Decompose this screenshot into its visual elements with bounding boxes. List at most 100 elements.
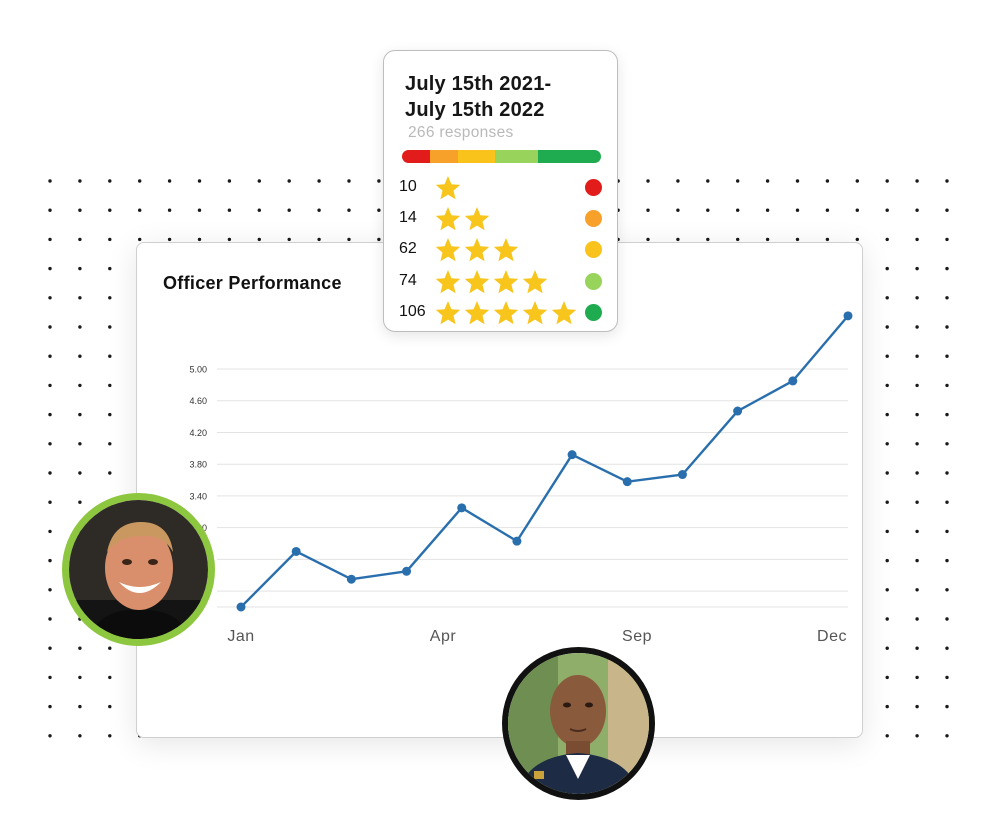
background-dot bbox=[915, 237, 919, 242]
background-dot bbox=[48, 734, 52, 738]
background-dot bbox=[736, 179, 740, 183]
star-icon bbox=[464, 207, 490, 231]
rating-bar-segment bbox=[402, 150, 430, 163]
data-point bbox=[457, 503, 467, 513]
background-dot bbox=[347, 237, 351, 242]
background-dot bbox=[915, 617, 919, 621]
background-dot bbox=[197, 208, 202, 212]
background-dot bbox=[945, 529, 949, 534]
background-dot bbox=[48, 237, 52, 242]
data-point bbox=[788, 376, 798, 386]
background-dot bbox=[915, 675, 919, 680]
rating-bar-segment bbox=[494, 150, 538, 163]
background-dot bbox=[48, 442, 52, 446]
star-icon bbox=[464, 300, 490, 324]
background-dot bbox=[915, 354, 919, 358]
background-dot bbox=[945, 588, 949, 592]
background-dot bbox=[48, 296, 52, 300]
star-icon bbox=[435, 176, 461, 200]
background-dot bbox=[945, 208, 949, 212]
background-dot bbox=[825, 179, 830, 183]
officer-avatar-uniform bbox=[502, 647, 655, 800]
background-dot bbox=[78, 646, 82, 650]
background-dot bbox=[108, 237, 112, 242]
background-dot bbox=[915, 646, 919, 650]
background-dot bbox=[676, 237, 680, 242]
performance-line-chart: 2.202.603.003.403.804.204.605.00JanAprSe… bbox=[189, 311, 853, 645]
background-dot bbox=[78, 266, 82, 271]
data-point bbox=[236, 602, 246, 612]
y-tick-label: 3.80 bbox=[189, 460, 207, 470]
background-dot bbox=[48, 646, 52, 650]
background-dot bbox=[736, 208, 740, 212]
background-dot bbox=[48, 354, 52, 358]
data-point bbox=[402, 566, 412, 576]
background-dot bbox=[795, 237, 800, 242]
background-dot bbox=[197, 179, 202, 183]
background-dot bbox=[48, 179, 52, 183]
background-dot bbox=[885, 325, 889, 329]
background-dot bbox=[108, 734, 112, 738]
data-point bbox=[677, 470, 687, 480]
background-dot bbox=[48, 383, 52, 388]
background-dot bbox=[855, 237, 859, 242]
background-dot bbox=[108, 354, 112, 358]
background-dot bbox=[227, 237, 232, 242]
background-dot bbox=[885, 266, 889, 271]
background-dot bbox=[915, 266, 919, 271]
background-dot bbox=[48, 704, 52, 709]
background-dot bbox=[945, 179, 949, 183]
background-dot bbox=[78, 179, 82, 183]
background-dot bbox=[885, 179, 889, 183]
star-icon bbox=[522, 269, 548, 293]
background-dot bbox=[317, 179, 321, 183]
background-dot bbox=[706, 237, 710, 242]
y-tick-label: 4.20 bbox=[189, 428, 207, 438]
background-dot bbox=[78, 734, 82, 738]
rating-color-dot bbox=[585, 179, 602, 196]
background-dot bbox=[167, 208, 172, 212]
ratings-summary-card: July 15th 2021- July 15th 2022 266 respo… bbox=[383, 50, 618, 332]
rating-count: 10 bbox=[399, 178, 417, 195]
background-dot bbox=[915, 529, 919, 534]
rating-count: 14 bbox=[399, 209, 417, 227]
background-dot bbox=[885, 471, 889, 475]
rating-bar-segment bbox=[429, 150, 458, 163]
background-dot bbox=[945, 558, 949, 563]
background-dot bbox=[885, 412, 889, 417]
background-dot bbox=[885, 646, 889, 650]
background-dot bbox=[945, 704, 949, 709]
background-dot bbox=[197, 237, 202, 242]
star-icon bbox=[522, 300, 548, 324]
background-dot bbox=[646, 237, 650, 242]
background-dot bbox=[48, 529, 52, 534]
data-point bbox=[512, 536, 522, 546]
background-dot bbox=[885, 704, 889, 709]
background-dot bbox=[915, 442, 919, 446]
background-dot bbox=[885, 442, 889, 446]
data-point bbox=[843, 311, 853, 321]
background-dot bbox=[885, 383, 889, 388]
star-group bbox=[434, 174, 462, 202]
background-dot bbox=[945, 675, 949, 680]
background-dot bbox=[855, 208, 859, 212]
background-dot bbox=[138, 208, 142, 212]
background-dot bbox=[825, 208, 830, 212]
rating-bar-segment bbox=[457, 150, 495, 163]
background-dot bbox=[945, 296, 949, 300]
background-dot bbox=[138, 237, 142, 242]
background-dot bbox=[108, 675, 112, 680]
background-dot bbox=[78, 237, 82, 242]
rating-bar-segment bbox=[537, 150, 601, 163]
star-icon bbox=[493, 269, 519, 293]
star-icon bbox=[464, 269, 490, 293]
rating-row: 74 bbox=[384, 267, 619, 297]
background-dot bbox=[48, 471, 52, 475]
background-dot bbox=[915, 325, 919, 329]
background-dot bbox=[257, 208, 261, 212]
background-dot bbox=[108, 471, 112, 475]
star-group bbox=[434, 205, 491, 233]
background-dot bbox=[765, 237, 770, 242]
background-dot bbox=[287, 237, 291, 242]
background-dot bbox=[945, 500, 949, 504]
